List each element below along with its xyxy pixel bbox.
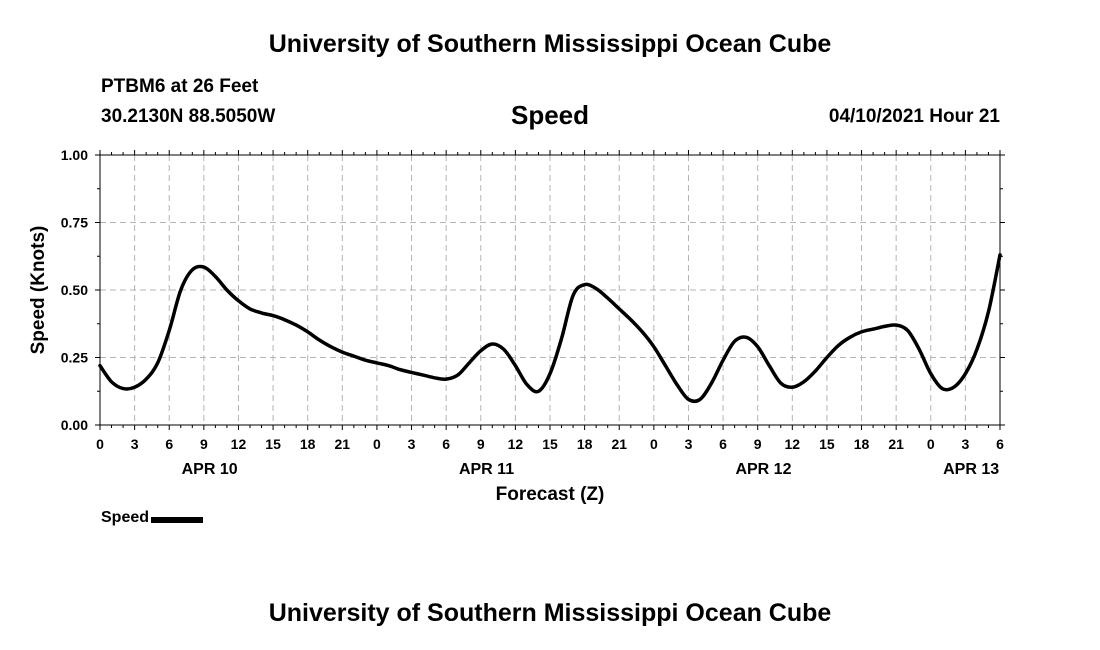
- legend: Speed: [101, 509, 204, 527]
- x-tick-label: 21: [335, 436, 351, 452]
- x-tick-label: 0: [927, 436, 935, 452]
- x-tick-label: 18: [300, 436, 316, 452]
- x-tick-label: 18: [854, 436, 870, 452]
- legend-swatch: [151, 517, 204, 523]
- chart-title: Speed: [510, 100, 590, 130]
- station-label: PTBM6 at 26 Feet: [101, 76, 259, 97]
- x-tick-label: 3: [961, 436, 969, 452]
- day-label: APR 12: [735, 461, 791, 478]
- day-label: APR 10: [182, 461, 238, 478]
- x-tick-label: 6: [996, 436, 1004, 452]
- forecast-datetime: 04/10/2021 Hour 21: [828, 106, 1000, 127]
- x-tick-label: 9: [477, 436, 485, 452]
- speed-series-line: [98, 253, 1002, 404]
- y-axis-label: Speed (Knots): [28, 226, 49, 355]
- y-tick-label: 0.75: [61, 215, 88, 231]
- x-tick-label: 18: [577, 436, 593, 452]
- x-tick-label: 6: [165, 436, 173, 452]
- x-tick-label: 0: [96, 436, 104, 452]
- x-tick-label: 12: [785, 436, 801, 452]
- x-tick-label: 12: [508, 436, 524, 452]
- y-tick-label: 0.00: [61, 417, 88, 433]
- y-tick-label: 0.50: [61, 282, 88, 298]
- x-tick-label: 9: [754, 436, 762, 452]
- y-tick-label: 0.25: [61, 350, 88, 366]
- day-label: APR 11: [459, 461, 514, 478]
- x-tick-label: 3: [685, 436, 693, 452]
- x-tick-label: 21: [611, 436, 627, 452]
- y-tick-label: 1.00: [61, 147, 88, 163]
- day-label: APR 13: [943, 461, 999, 478]
- x-tick-label: 15: [542, 436, 558, 452]
- x-tick-label: 3: [131, 436, 139, 452]
- x-tick-label: 21: [888, 436, 904, 452]
- x-tick-label: 15: [819, 436, 835, 452]
- coordinates-label: 30.2130N 88.5050W: [101, 106, 276, 127]
- x-tick-label: 6: [719, 436, 727, 452]
- x-tick-label: 3: [408, 436, 416, 452]
- axis-ticks: [95, 150, 1005, 430]
- axis-tick-labels: 0.00 0.25 0.50 0.75 1.00 0 3 6 9 12 15 18 21 0 3 6 9 12 15…: [61, 147, 1004, 478]
- legend-label: Speed: [101, 509, 150, 526]
- x-tick-label: 9: [200, 436, 208, 452]
- x-tick-label: 6: [442, 436, 450, 452]
- x-axis-label: Forecast (Z): [496, 484, 605, 505]
- grid-lines: [100, 155, 1000, 425]
- x-tick-label: 0: [373, 436, 381, 452]
- page-title-top: University of Southern Mississippi Ocean…: [268, 30, 832, 58]
- x-tick-label: 15: [265, 436, 281, 452]
- x-tick-label: 0: [650, 436, 658, 452]
- x-tick-label: 12: [231, 436, 247, 452]
- page-title-bottom: University of Southern Mississippi Ocean…: [268, 599, 832, 627]
